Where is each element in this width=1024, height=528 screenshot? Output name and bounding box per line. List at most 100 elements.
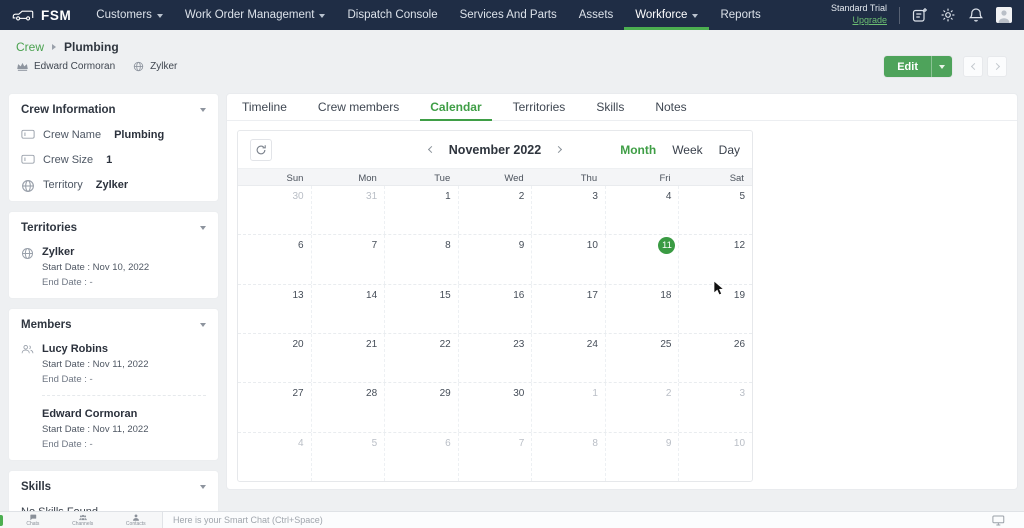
calendar-day[interactable]: 31 — [311, 186, 385, 234]
tool-chats[interactable]: Chats — [26, 514, 39, 527]
calendar-day[interactable]: 19 — [678, 285, 752, 333]
screen-share-icon[interactable] — [992, 515, 1005, 526]
crew-information-card: Crew Information Crew NamePlumbingCrew S… — [8, 93, 219, 202]
calendar-day[interactable]: 10 — [678, 433, 752, 481]
nav-item-workforce[interactable]: Workforce — [624, 0, 709, 30]
calendar-day[interactable]: 3 — [531, 186, 605, 234]
tab-timeline[interactable]: Timeline — [240, 94, 289, 120]
tab-notes[interactable]: Notes — [653, 94, 688, 120]
calendar-day[interactable]: 7 — [458, 433, 532, 481]
item-start-date: Start Date : Nov 11, 2022 — [42, 424, 149, 435]
calendar-day[interactable]: 20 — [238, 334, 311, 382]
calendar-day[interactable]: 1 — [384, 186, 458, 234]
calendar-day[interactable]: 24 — [531, 334, 605, 382]
collapse-caret-icon[interactable] — [200, 323, 206, 327]
collapse-caret-icon[interactable] — [200, 485, 206, 489]
users-icon — [21, 344, 34, 356]
compose-icon[interactable] — [912, 7, 928, 23]
calendar-day[interactable]: 30 — [238, 186, 311, 234]
territory-tag-label: Zylker — [150, 61, 177, 72]
edit-button[interactable]: Edit — [884, 56, 931, 77]
smart-chat-input[interactable] — [173, 515, 992, 525]
next-record-button[interactable] — [987, 56, 1007, 77]
nav-item-assets[interactable]: Assets — [568, 0, 625, 30]
view-week[interactable]: Week — [672, 143, 702, 157]
tool-label: Chats — [26, 522, 39, 527]
previous-month-icon[interactable] — [428, 146, 435, 153]
collapse-caret-icon[interactable] — [200, 226, 206, 230]
tab-skills[interactable]: Skills — [594, 94, 626, 120]
calendar-day[interactable]: 2 — [605, 383, 679, 431]
calendar-day[interactable]: 7 — [311, 235, 385, 283]
calendar-day[interactable]: 12 — [678, 235, 752, 283]
view-day[interactable]: Day — [719, 143, 740, 157]
calendar-day[interactable]: 11 — [605, 235, 679, 283]
tab-calendar[interactable]: Calendar — [428, 94, 483, 120]
edit-dropdown-button[interactable] — [931, 56, 952, 77]
tool-contacts[interactable]: Contacts — [126, 514, 146, 527]
upgrade-link[interactable]: Upgrade — [831, 15, 887, 27]
calendar-day[interactable]: 22 — [384, 334, 458, 382]
calendar-day[interactable]: 1 — [531, 383, 605, 431]
calendar-day[interactable]: 29 — [384, 383, 458, 431]
calendar-day[interactable]: 4 — [238, 433, 311, 481]
nav-item-label: Assets — [579, 9, 614, 21]
bell-icon[interactable] — [968, 7, 984, 23]
calendar-day[interactable]: 6 — [384, 433, 458, 481]
calendar-day[interactable]: 15 — [384, 285, 458, 333]
calendar-day[interactable]: 25 — [605, 334, 679, 382]
calendar-day[interactable]: 17 — [531, 285, 605, 333]
tab-crew-members[interactable]: Crew members — [316, 94, 401, 120]
calendar-day[interactable]: 6 — [238, 235, 311, 283]
calendar-day[interactable]: 27 — [238, 383, 311, 431]
next-month-icon[interactable] — [555, 146, 562, 153]
calendar-day[interactable]: 5 — [311, 433, 385, 481]
nav-item-dispatch-console[interactable]: Dispatch Console — [336, 0, 448, 30]
refresh-button[interactable] — [250, 139, 272, 161]
calendar-day[interactable]: 30 — [458, 383, 532, 431]
calendar-day[interactable]: 10 — [531, 235, 605, 283]
weekday-label: Thu — [532, 169, 605, 185]
calendar-day[interactable]: 8 — [531, 433, 605, 481]
calendar-day[interactable]: 18 — [605, 285, 679, 333]
calendar-day[interactable]: 8 — [384, 235, 458, 283]
calendar-day[interactable]: 16 — [458, 285, 532, 333]
nav-item-services-and-parts[interactable]: Services And Parts — [449, 0, 568, 30]
chat-widget-handle[interactable] — [0, 515, 3, 526]
calendar-widget: November 2022 MonthWeekDay SunMonTueWedT… — [237, 130, 753, 482]
calendar-day[interactable]: 21 — [311, 334, 385, 382]
members-title: Members — [21, 319, 72, 331]
calendar-day[interactable]: 26 — [678, 334, 752, 382]
view-month[interactable]: Month — [620, 143, 656, 157]
field-territory: TerritoryZylker — [21, 179, 206, 191]
territory-tag[interactable]: Zylker — [132, 61, 177, 72]
calendar-day[interactable]: 23 — [458, 334, 532, 382]
calendar-day[interactable]: 9 — [458, 235, 532, 283]
calendar-day[interactable]: 13 — [238, 285, 311, 333]
calendar-day[interactable]: 28 — [311, 383, 385, 431]
calendar-day[interactable]: 5 — [678, 186, 752, 234]
chevron-down-icon — [319, 14, 325, 18]
previous-record-button[interactable] — [963, 56, 983, 77]
smart-chat-input-wrap — [162, 512, 1024, 528]
field-crew-size: Crew Size1 — [21, 154, 206, 166]
nav-item-reports[interactable]: Reports — [709, 0, 771, 30]
nav-item-customers[interactable]: Customers — [85, 0, 174, 30]
tab-territories[interactable]: Territories — [511, 94, 568, 120]
calendar-day[interactable]: 14 — [311, 285, 385, 333]
calendar-day[interactable]: 3 — [678, 383, 752, 431]
calendar-grid: 3031123456789101112131415161718192021222… — [238, 186, 752, 481]
collapse-caret-icon[interactable] — [200, 108, 206, 112]
crown-icon — [16, 61, 29, 72]
gear-icon[interactable] — [940, 7, 956, 23]
calendar-day[interactable]: 4 — [605, 186, 679, 234]
fsm-logo: FSM — [0, 0, 85, 30]
calendar-day[interactable]: 2 — [458, 186, 532, 234]
avatar[interactable] — [996, 7, 1012, 23]
breadcrumb-crew-link[interactable]: Crew — [16, 40, 44, 54]
tool-channels[interactable]: Channels — [72, 514, 93, 527]
owner-tag[interactable]: Edward Cormoran — [16, 61, 115, 72]
calendar-day[interactable]: 9 — [605, 433, 679, 481]
field-label: Crew Size — [43, 154, 93, 166]
nav-item-work-order-management[interactable]: Work Order Management — [174, 0, 337, 30]
